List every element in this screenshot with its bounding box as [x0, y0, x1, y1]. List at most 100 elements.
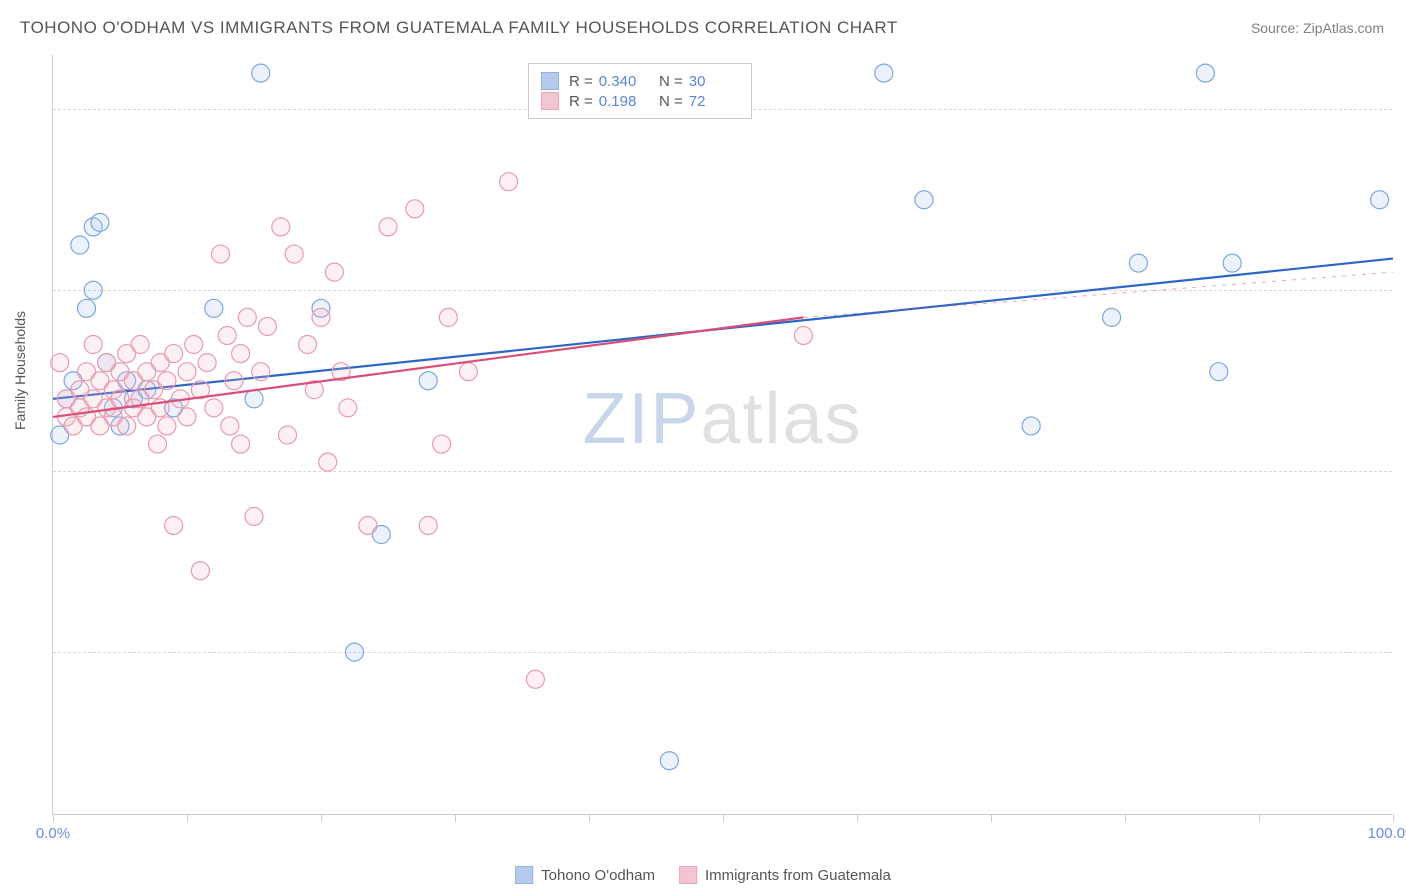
y-tick-label: 60.0%: [1402, 463, 1406, 480]
data-point: [660, 752, 678, 770]
data-point: [1223, 254, 1241, 272]
x-tick: [1259, 814, 1260, 822]
y-axis-label: Family Households: [12, 311, 28, 430]
data-point: [225, 372, 243, 390]
x-tick-label: 100.0%: [1368, 825, 1406, 842]
data-point: [205, 399, 223, 417]
x-tick: [723, 814, 724, 822]
data-point: [433, 435, 451, 453]
data-point: [232, 435, 250, 453]
data-point: [205, 299, 223, 317]
data-point: [794, 326, 812, 344]
x-tick-label: 0.0%: [36, 825, 70, 842]
data-point: [279, 426, 297, 444]
y-tick-label: 80.0%: [1402, 282, 1406, 299]
x-tick: [1393, 814, 1394, 822]
data-point: [118, 417, 136, 435]
n-key-1: N =: [659, 73, 683, 90]
data-point: [379, 218, 397, 236]
data-point: [149, 435, 167, 453]
data-point: [406, 200, 424, 218]
data-point: [915, 191, 933, 209]
data-point: [1371, 191, 1389, 209]
data-point: [359, 516, 377, 534]
stats-legend: R = 0.340 N = 30 R = 0.198 N = 72: [528, 63, 752, 119]
data-point: [252, 64, 270, 82]
chart-svg: [53, 55, 1392, 814]
x-tick: [53, 814, 54, 822]
data-point: [212, 245, 230, 263]
data-point: [84, 281, 102, 299]
n-value-1: 30: [689, 73, 706, 90]
data-point: [238, 308, 256, 326]
data-point: [232, 345, 250, 363]
r-value-2: 0.198: [599, 93, 637, 110]
data-point: [459, 363, 477, 381]
data-point: [875, 64, 893, 82]
data-point: [78, 299, 96, 317]
x-tick: [991, 814, 992, 822]
swatch-bottom-2: [679, 866, 697, 884]
x-tick: [1125, 814, 1126, 822]
y-tick-label: 40.0%: [1402, 644, 1406, 661]
data-point: [191, 562, 209, 580]
data-point: [221, 417, 239, 435]
legend-label-1: Tohono O'odham: [541, 867, 655, 884]
data-point: [285, 245, 303, 263]
data-point: [500, 173, 518, 191]
data-point: [218, 326, 236, 344]
data-point: [1196, 64, 1214, 82]
y-tick-label: 100.0%: [1402, 101, 1406, 118]
data-point: [245, 390, 263, 408]
x-tick: [455, 814, 456, 822]
swatch-bottom-1: [515, 866, 533, 884]
n-value-2: 72: [689, 93, 706, 110]
data-point: [91, 213, 109, 231]
legend-item-1: Tohono O'odham: [515, 866, 655, 884]
data-point: [319, 453, 337, 471]
data-point: [252, 363, 270, 381]
data-point: [51, 354, 69, 372]
data-point: [299, 336, 317, 354]
data-point: [198, 354, 216, 372]
source-attribution: Source: ZipAtlas.com: [1251, 20, 1384, 36]
series-legend: Tohono O'odham Immigrants from Guatemala: [515, 866, 891, 884]
data-point: [1103, 308, 1121, 326]
data-point: [526, 670, 544, 688]
data-point: [178, 408, 196, 426]
data-point: [245, 507, 263, 525]
x-tick: [187, 814, 188, 822]
data-point: [178, 363, 196, 381]
data-point: [84, 336, 102, 354]
data-point: [185, 336, 203, 354]
data-point: [165, 345, 183, 363]
x-tick: [321, 814, 322, 822]
data-point: [1022, 417, 1040, 435]
r-value-1: 0.340: [599, 73, 637, 90]
stats-legend-row-1: R = 0.340 N = 30: [541, 72, 739, 90]
swatch-series-1: [541, 72, 559, 90]
data-point: [419, 516, 437, 534]
data-point: [272, 218, 290, 236]
plot-area: ZIPatlas R = 0.340 N = 30 R = 0.198 N = …: [52, 55, 1392, 815]
legend-label-2: Immigrants from Guatemala: [705, 867, 891, 884]
data-point: [1210, 363, 1228, 381]
stats-legend-row-2: R = 0.198 N = 72: [541, 92, 739, 110]
data-point: [258, 317, 276, 335]
data-point: [158, 372, 176, 390]
r-key-2: R =: [569, 93, 593, 110]
data-point: [71, 236, 89, 254]
x-tick: [589, 814, 590, 822]
data-point: [339, 399, 357, 417]
x-tick: [857, 814, 858, 822]
data-point: [312, 308, 330, 326]
data-point: [158, 417, 176, 435]
swatch-series-2: [541, 92, 559, 110]
data-point: [419, 372, 437, 390]
legend-item-2: Immigrants from Guatemala: [679, 866, 891, 884]
n-key-2: N =: [659, 93, 683, 110]
chart-title: TOHONO O'ODHAM VS IMMIGRANTS FROM GUATEM…: [20, 18, 898, 38]
data-point: [439, 308, 457, 326]
data-point: [131, 336, 149, 354]
data-point: [325, 263, 343, 281]
